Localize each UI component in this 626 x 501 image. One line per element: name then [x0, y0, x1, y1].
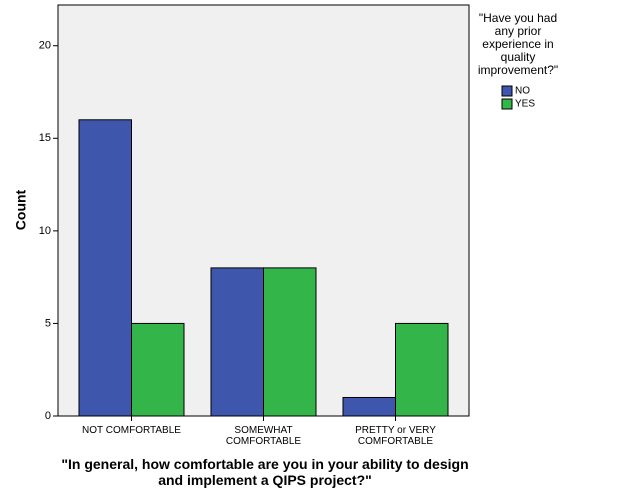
bar: [131, 322, 185, 417]
legend-title: "Have you had any prior experience in qu…: [477, 11, 559, 77]
legend-label: YES: [515, 99, 535, 110]
x-tick-label: NOT COMFORTABLE: [82, 425, 181, 436]
y-tick-label: 15: [39, 132, 51, 144]
legend-swatch: [501, 98, 513, 110]
bar: [263, 267, 317, 417]
x-tick-label: PRETTY or VERY COMFORTABLE: [355, 425, 436, 447]
x-tick-label: SOMEWHAT COMFORTABLE: [225, 425, 302, 447]
y-axis-title: Count: [13, 189, 29, 230]
bar: [342, 396, 396, 417]
legend-swatch: [501, 85, 513, 97]
y-tick-label: 10: [39, 225, 51, 237]
bar: [210, 267, 264, 417]
legend-label: NO: [515, 86, 530, 97]
y-tick-label: 5: [45, 317, 51, 329]
y-tick-label: 0: [45, 410, 51, 422]
x-axis-title: "In general, how comfortable are you in …: [61, 456, 469, 488]
bar: [395, 322, 449, 417]
y-tick-label: 20: [39, 40, 51, 52]
bar: [78, 119, 132, 417]
